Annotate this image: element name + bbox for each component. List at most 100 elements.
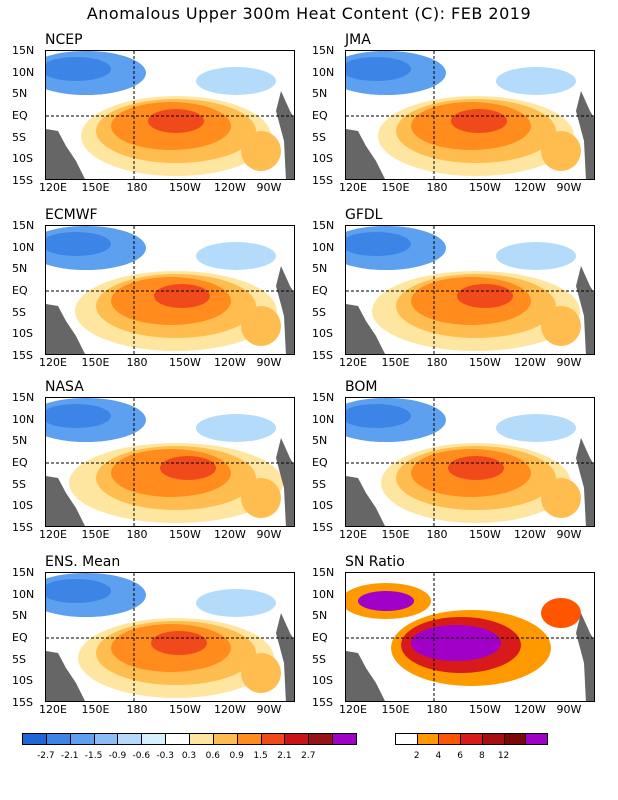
y-tick-label: 10N xyxy=(312,412,335,426)
x-tick-label: 150E xyxy=(81,356,110,369)
colorbar-swatch xyxy=(438,733,462,745)
x-tick-label: 120E xyxy=(39,181,67,194)
anomaly-colorbar: -2.7 -2.1 -1.5 -0.9 -0.6 -0.3 0.3 0.6 0.9 1.5 2.1 2… xyxy=(22,733,357,763)
colorbar-swatch xyxy=(503,733,527,745)
x-tick-label: 120E xyxy=(339,356,367,369)
x-tick-label: 120E xyxy=(39,356,67,369)
y-tick-label: 10N xyxy=(12,240,35,254)
colorbar-label: 2.7 xyxy=(301,751,316,761)
colorbar-swatch xyxy=(69,733,95,745)
x-tick-label: 120W xyxy=(514,528,546,541)
x-tick-label: 120E xyxy=(39,528,67,541)
map-panel xyxy=(345,397,595,527)
x-tick-label: 120E xyxy=(339,703,367,716)
colorbar-swatch xyxy=(165,733,190,745)
x-tick-label: 90W xyxy=(556,528,582,541)
x-tick-label: 120E xyxy=(339,528,367,541)
y-tick-label: 5S xyxy=(312,130,326,144)
colorbar-label: 0.3 xyxy=(181,751,197,761)
x-tick-label: 150W xyxy=(469,356,501,369)
y-tick-label: 10S xyxy=(312,499,333,513)
x-tick-label: 150E xyxy=(81,703,110,716)
y-tick-label: 10S xyxy=(12,674,33,688)
x-tick-label: 180 xyxy=(126,703,148,716)
x-tick-label: 120W xyxy=(214,181,246,194)
panel-label: ECMWF xyxy=(45,207,98,223)
x-tick-label: 120W xyxy=(214,703,246,716)
panel-label: NCEP xyxy=(45,32,83,48)
x-tick-label: 120W xyxy=(214,528,246,541)
panel-label: BOM xyxy=(345,379,378,395)
colorbar-swatch xyxy=(117,733,143,745)
y-tick-label: 5N xyxy=(12,262,28,276)
colorbar-label: -0.3 xyxy=(156,751,174,761)
y-tick-label: 15N xyxy=(312,566,335,579)
map-panel xyxy=(345,50,595,180)
x-tick-label: 120W xyxy=(514,356,546,369)
x-tick-label: 150W xyxy=(469,181,501,194)
colorbar-swatch xyxy=(189,733,214,745)
y-tick-label: 10N xyxy=(312,240,335,254)
x-tick-label: 90W xyxy=(256,703,282,716)
colorbar-swatch xyxy=(308,733,334,745)
x-tick-label: 120E xyxy=(339,181,367,194)
y-tick-label: 15N xyxy=(12,219,35,232)
x-tick-label: 120W xyxy=(514,181,546,194)
colorbar-label: 2 xyxy=(413,751,420,761)
y-tick-label: 5S xyxy=(12,652,26,666)
x-tick-label: 180 xyxy=(426,181,448,194)
colorbar-swatch xyxy=(260,733,286,745)
y-tick-label: EQ xyxy=(12,284,28,297)
y-tick-label: 15S xyxy=(312,174,333,187)
y-tick-label: 15S xyxy=(312,696,333,709)
colorbar-swatch xyxy=(236,733,262,745)
x-tick-label: 90W xyxy=(556,356,582,369)
x-tick-label: 120E xyxy=(39,703,67,716)
map-panel xyxy=(45,225,295,355)
y-tick-label: 10S xyxy=(312,152,333,166)
heatmap-field xyxy=(46,226,294,354)
colorbar-swatch xyxy=(284,733,310,745)
y-tick-label: 15N xyxy=(12,566,35,579)
y-tick-label: 5S xyxy=(312,477,326,491)
y-tick-label: 10N xyxy=(12,587,35,601)
y-tick-label: EQ xyxy=(312,109,328,122)
sn-ratio-colorbar: 2 4 6 8 12 xyxy=(395,733,548,763)
y-tick-label: 5N xyxy=(312,262,328,276)
y-tick-label: EQ xyxy=(12,631,28,644)
y-tick-label: 15S xyxy=(12,521,33,534)
y-tick-label: 5S xyxy=(312,305,326,319)
colorbar-label: 6 xyxy=(457,751,464,761)
y-tick-label: 15N xyxy=(12,44,35,57)
heatmap-field xyxy=(346,226,594,354)
x-tick-label: 90W xyxy=(556,703,582,716)
colorbar-label: -0.9 xyxy=(108,751,127,761)
colorbar-swatch xyxy=(395,733,418,745)
x-tick-label: 90W xyxy=(256,528,282,541)
heatmap-field xyxy=(46,573,294,701)
y-tick-label: 10N xyxy=(312,587,335,601)
map-panel xyxy=(345,572,595,702)
y-tick-label: 5N xyxy=(12,609,28,623)
y-tick-label: 5N xyxy=(12,434,28,448)
x-tick-label: 180 xyxy=(426,528,448,541)
colorbar-label: 2.1 xyxy=(277,751,292,761)
y-tick-label: 15S xyxy=(312,349,333,362)
panel-label: JMA xyxy=(345,32,371,48)
x-tick-label: 150W xyxy=(169,703,201,716)
map-panel xyxy=(45,572,295,702)
x-tick-label: 120W xyxy=(514,703,546,716)
y-tick-label: 5N xyxy=(312,609,328,623)
x-tick-label: 180 xyxy=(426,703,448,716)
x-tick-label: 180 xyxy=(126,528,148,541)
panel-label: SN Ratio xyxy=(345,554,405,570)
x-tick-label: 180 xyxy=(426,356,448,369)
y-tick-label: 10S xyxy=(12,327,33,341)
x-tick-label: 150E xyxy=(81,528,110,541)
y-tick-label: 5S xyxy=(312,652,326,666)
y-tick-label: EQ xyxy=(312,284,328,297)
colorbar-swatch xyxy=(460,733,483,745)
x-tick-label: 150W xyxy=(469,703,501,716)
y-tick-label: 10N xyxy=(312,65,335,79)
colorbar-swatch xyxy=(22,733,47,745)
